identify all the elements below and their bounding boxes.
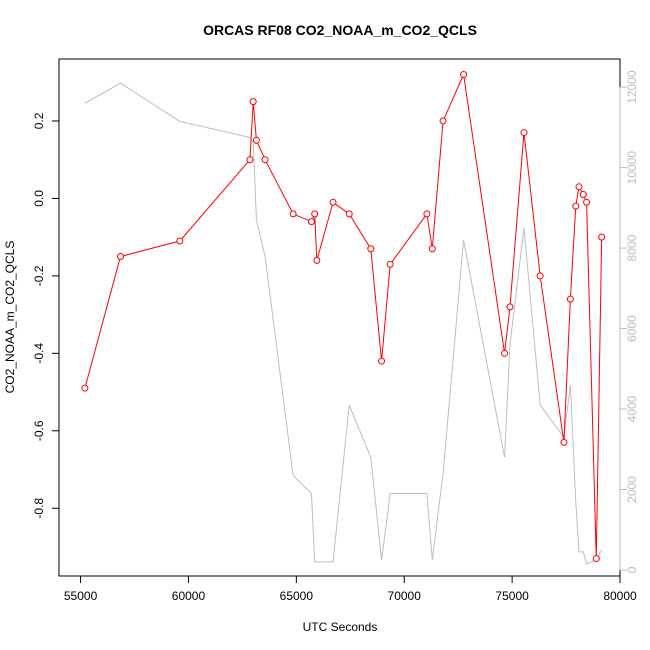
data-point [520, 129, 528, 137]
data-point [329, 198, 337, 206]
data-point [575, 183, 583, 191]
data-point [386, 260, 394, 268]
y-tick-label: 0.2 [32, 112, 46, 129]
data-point [501, 349, 509, 357]
x-tick-label: 55000 [64, 589, 98, 603]
data-point [307, 218, 315, 226]
y-tick-label: -0.2 [32, 265, 46, 286]
y2-axis: 0 2000 4000 6000 8000 10000 12000 [619, 70, 639, 573]
data-point [81, 384, 89, 392]
data-point [378, 357, 386, 365]
data-point [592, 555, 600, 563]
data-point [460, 70, 468, 78]
chart-title: ORCAS RF08 CO2_NOAA_m_CO2_QCLS [203, 22, 477, 38]
x-tick-label: 75000 [495, 589, 529, 603]
y2-tick-label: 4000 [625, 395, 639, 422]
data-point [246, 156, 254, 164]
x-axis: 55000 60000 65000 70000 75000 80000 [64, 575, 637, 603]
data-point [116, 253, 124, 261]
data-point [598, 233, 606, 241]
y2-tick-label: 8000 [625, 234, 639, 261]
data-point [423, 210, 431, 218]
y2-tick-label: 2000 [625, 476, 639, 503]
series-line-right-axis [84, 82, 603, 565]
x-axis-label: UTC Seconds [303, 620, 378, 634]
y-tick-label: 0.0 [32, 190, 46, 207]
data-point [536, 272, 544, 280]
data-point [345, 210, 353, 218]
y-tick-label: -0.4 [32, 343, 46, 364]
x-tick-label: 80000 [603, 589, 637, 603]
data-point [566, 295, 574, 303]
series-line-left-axis [84, 72, 603, 559]
y2-tick-label: 10000 [625, 151, 639, 185]
data-point [311, 210, 319, 218]
data-point [367, 245, 375, 253]
y-axis-label: CO2_NOAA_m_CO2_QCLS [3, 241, 17, 394]
x-tick-label: 65000 [280, 589, 314, 603]
y-axis: -0.8 -0.6 -0.4 -0.2 0.0 0.2 [32, 112, 60, 519]
y-tick-label: -0.8 [32, 498, 46, 519]
data-point [583, 198, 591, 206]
series-layer [81, 70, 606, 565]
data-point [289, 210, 297, 218]
data-point [579, 191, 587, 199]
data-point [249, 98, 257, 106]
data-point [176, 237, 184, 245]
y2-tick-label: 6000 [625, 315, 639, 342]
x-tick-label: 60000 [172, 589, 206, 603]
x-tick-label: 70000 [388, 589, 422, 603]
data-point [428, 245, 436, 253]
y-tick-label: -0.6 [32, 420, 46, 441]
y2-tick-label: 0 [625, 566, 639, 573]
data-point [572, 202, 580, 210]
data-point [252, 136, 260, 144]
data-point [439, 117, 447, 125]
data-point [560, 438, 568, 446]
data-point [313, 256, 321, 264]
y2-tick-label: 12000 [625, 70, 639, 104]
data-point [506, 303, 514, 311]
data-point [261, 156, 269, 164]
